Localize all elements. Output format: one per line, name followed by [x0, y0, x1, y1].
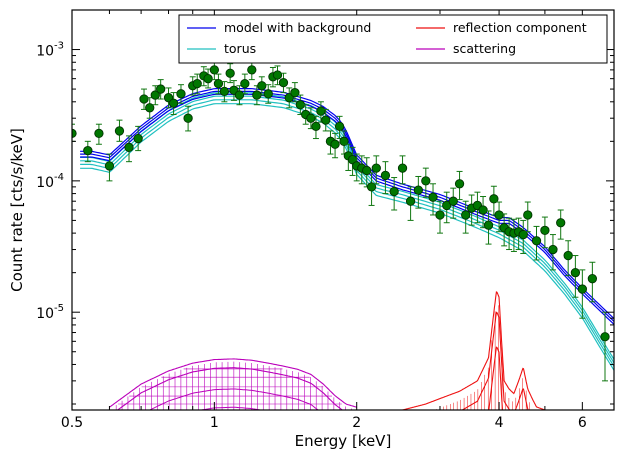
data-point [548, 244, 558, 255]
y-tick-label: 10-5 [36, 303, 64, 322]
data-point [389, 186, 399, 197]
data-point [240, 78, 250, 89]
y-axis-label: Count rate [cts/s/keV] [8, 128, 26, 292]
data-point [257, 81, 267, 91]
data-point [556, 218, 566, 228]
reflection-curve [461, 311, 529, 410]
data-point [531, 236, 542, 246]
legend-label-reflection: reflection component [453, 20, 587, 35]
data-point [316, 106, 326, 116]
scattering-curve [109, 358, 357, 408]
torus-curve [80, 103, 614, 371]
data-point [494, 210, 504, 220]
x-tick-label: 6 [578, 415, 587, 431]
data-point [311, 121, 321, 132]
data-point [321, 115, 331, 125]
x-tick-label: 0.5 [61, 415, 83, 431]
data-point [104, 161, 115, 171]
data-point [442, 200, 452, 211]
data-point [405, 196, 416, 206]
torus-curve [80, 99, 614, 367]
reflection-curve [402, 291, 546, 410]
data-point [156, 84, 166, 94]
data-point [461, 210, 471, 220]
data-point [334, 121, 345, 132]
data-point [234, 90, 245, 100]
data-point [306, 113, 316, 123]
data-point [203, 74, 213, 84]
data-point [478, 205, 488, 215]
data-point [192, 78, 202, 89]
data-point [133, 133, 143, 144]
data-point [435, 210, 445, 220]
x-tick-label: 4 [495, 415, 504, 431]
legend-box [178, 14, 608, 64]
data-point [278, 77, 289, 88]
data-point [247, 65, 257, 75]
data-point [124, 142, 134, 152]
data-point [489, 194, 499, 204]
data-point [94, 128, 104, 139]
data-point [523, 210, 533, 220]
data-point [225, 68, 235, 78]
data-point [139, 94, 149, 104]
data-point [290, 87, 300, 98]
data-point [454, 179, 465, 189]
data-point [540, 225, 550, 235]
data-point [272, 70, 283, 80]
data-point [263, 89, 273, 99]
data-point [150, 90, 160, 100]
data-point [397, 163, 408, 173]
data-point [209, 65, 220, 75]
legend: model with background torus reflection c… [178, 14, 608, 64]
data-point [563, 250, 573, 261]
legend-label-torus: torus [224, 41, 256, 56]
data-point [600, 332, 610, 342]
data-point [577, 284, 587, 294]
data-point [213, 78, 224, 89]
legend-label-scattering: scattering [453, 41, 516, 56]
data-point [168, 98, 179, 108]
axis-ticks-layer [71, 9, 615, 410]
data-point [518, 229, 528, 240]
data-point [114, 126, 125, 136]
data-points-layer [72, 60, 610, 382]
scattering-curve-inner [198, 406, 263, 410]
x-axis-label: Energy [keV] [295, 432, 392, 450]
legend-label-model: model with background [224, 20, 371, 35]
data-point [371, 163, 381, 173]
data-point [339, 136, 349, 146]
data-point [183, 113, 193, 123]
data-point [421, 176, 431, 186]
data-point [362, 165, 372, 176]
x-tick-label: 1 [210, 415, 219, 431]
data-point [219, 86, 230, 97]
data-point [448, 196, 458, 206]
y-tick-label: 10-3 [36, 41, 64, 60]
data-point [366, 182, 377, 192]
data-point [145, 103, 155, 113]
x-tick-label: 2 [352, 415, 361, 431]
data-point [176, 89, 186, 99]
data-point [413, 185, 423, 195]
scattering-curve [116, 367, 344, 410]
model-curve [80, 88, 614, 320]
data-point [570, 268, 581, 278]
data-point [483, 220, 494, 230]
data-point [587, 274, 598, 284]
data-point [380, 170, 391, 181]
data-point [83, 145, 93, 156]
data-point [330, 139, 340, 149]
y-tick-label: 10-4 [36, 172, 64, 191]
model-hatch-layer [115, 305, 534, 410]
data-point [428, 192, 438, 202]
